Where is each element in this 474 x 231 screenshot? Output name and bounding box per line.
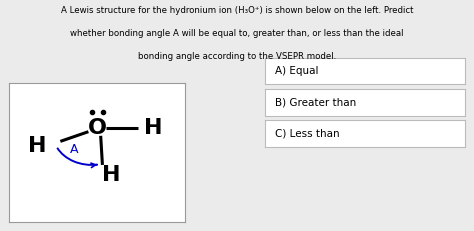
Text: C) Less than: C) Less than	[275, 128, 340, 138]
Text: A Lewis structure for the hydronium ion (H₃O⁺) is shown below on the left. Predi: A Lewis structure for the hydronium ion …	[61, 6, 413, 15]
Text: whether bonding angle A will be equal to, greater than, or less than the ideal: whether bonding angle A will be equal to…	[70, 29, 404, 38]
Text: A) Equal: A) Equal	[275, 66, 319, 76]
Text: H: H	[144, 118, 163, 137]
Text: H: H	[102, 165, 120, 185]
Text: A: A	[70, 143, 79, 156]
Text: O: O	[88, 118, 107, 137]
Text: H: H	[28, 136, 47, 155]
Text: B) Greater than: B) Greater than	[275, 97, 356, 107]
Text: bonding angle according to the VSEPR model.: bonding angle according to the VSEPR mod…	[138, 52, 336, 61]
